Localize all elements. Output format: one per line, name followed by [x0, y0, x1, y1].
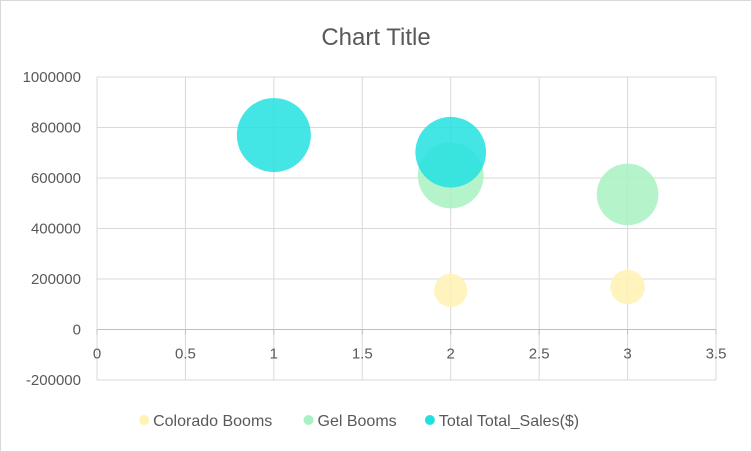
bubble-point — [597, 164, 659, 226]
x-tick-label: 0.5 — [175, 346, 196, 363]
legend-marker — [304, 415, 314, 425]
legend-marker — [425, 415, 435, 425]
y-tick-label: 1000000 — [23, 69, 81, 86]
y-tick-label: 600000 — [31, 170, 81, 187]
bubble-point — [434, 274, 467, 307]
y-tick-label: 0 — [73, 322, 81, 339]
x-tick-label: 1 — [270, 346, 278, 363]
y-tick-label: 800000 — [31, 120, 81, 137]
gridlines — [97, 77, 716, 380]
y-tick-label: 200000 — [31, 271, 81, 288]
x-tick-label: 2.5 — [529, 346, 550, 363]
x-tick-label: 0 — [93, 346, 101, 363]
plot-area — [237, 98, 659, 307]
legend-marker — [139, 415, 149, 425]
legend: Colorado Booms Gel Booms Total Total_Sales… — [139, 413, 579, 430]
bubble-point — [610, 270, 645, 305]
y-tick-label: -200000 — [26, 372, 81, 389]
x-tick-label: 1.5 — [352, 346, 373, 363]
x-tick-label: 2 — [447, 346, 455, 363]
x-tick-label: 3.5 — [706, 346, 727, 363]
legend-label: Colorado Booms — [153, 413, 272, 430]
chart-title: Chart Title — [321, 24, 430, 51]
legend-label: Total Total_Sales($) — [439, 413, 579, 430]
legend-label: Gel Booms — [318, 413, 397, 430]
bubble-point — [237, 98, 311, 172]
y-tick-label: 400000 — [31, 221, 81, 238]
x-tick-label: 3 — [623, 346, 631, 363]
bubble-point — [415, 117, 486, 188]
